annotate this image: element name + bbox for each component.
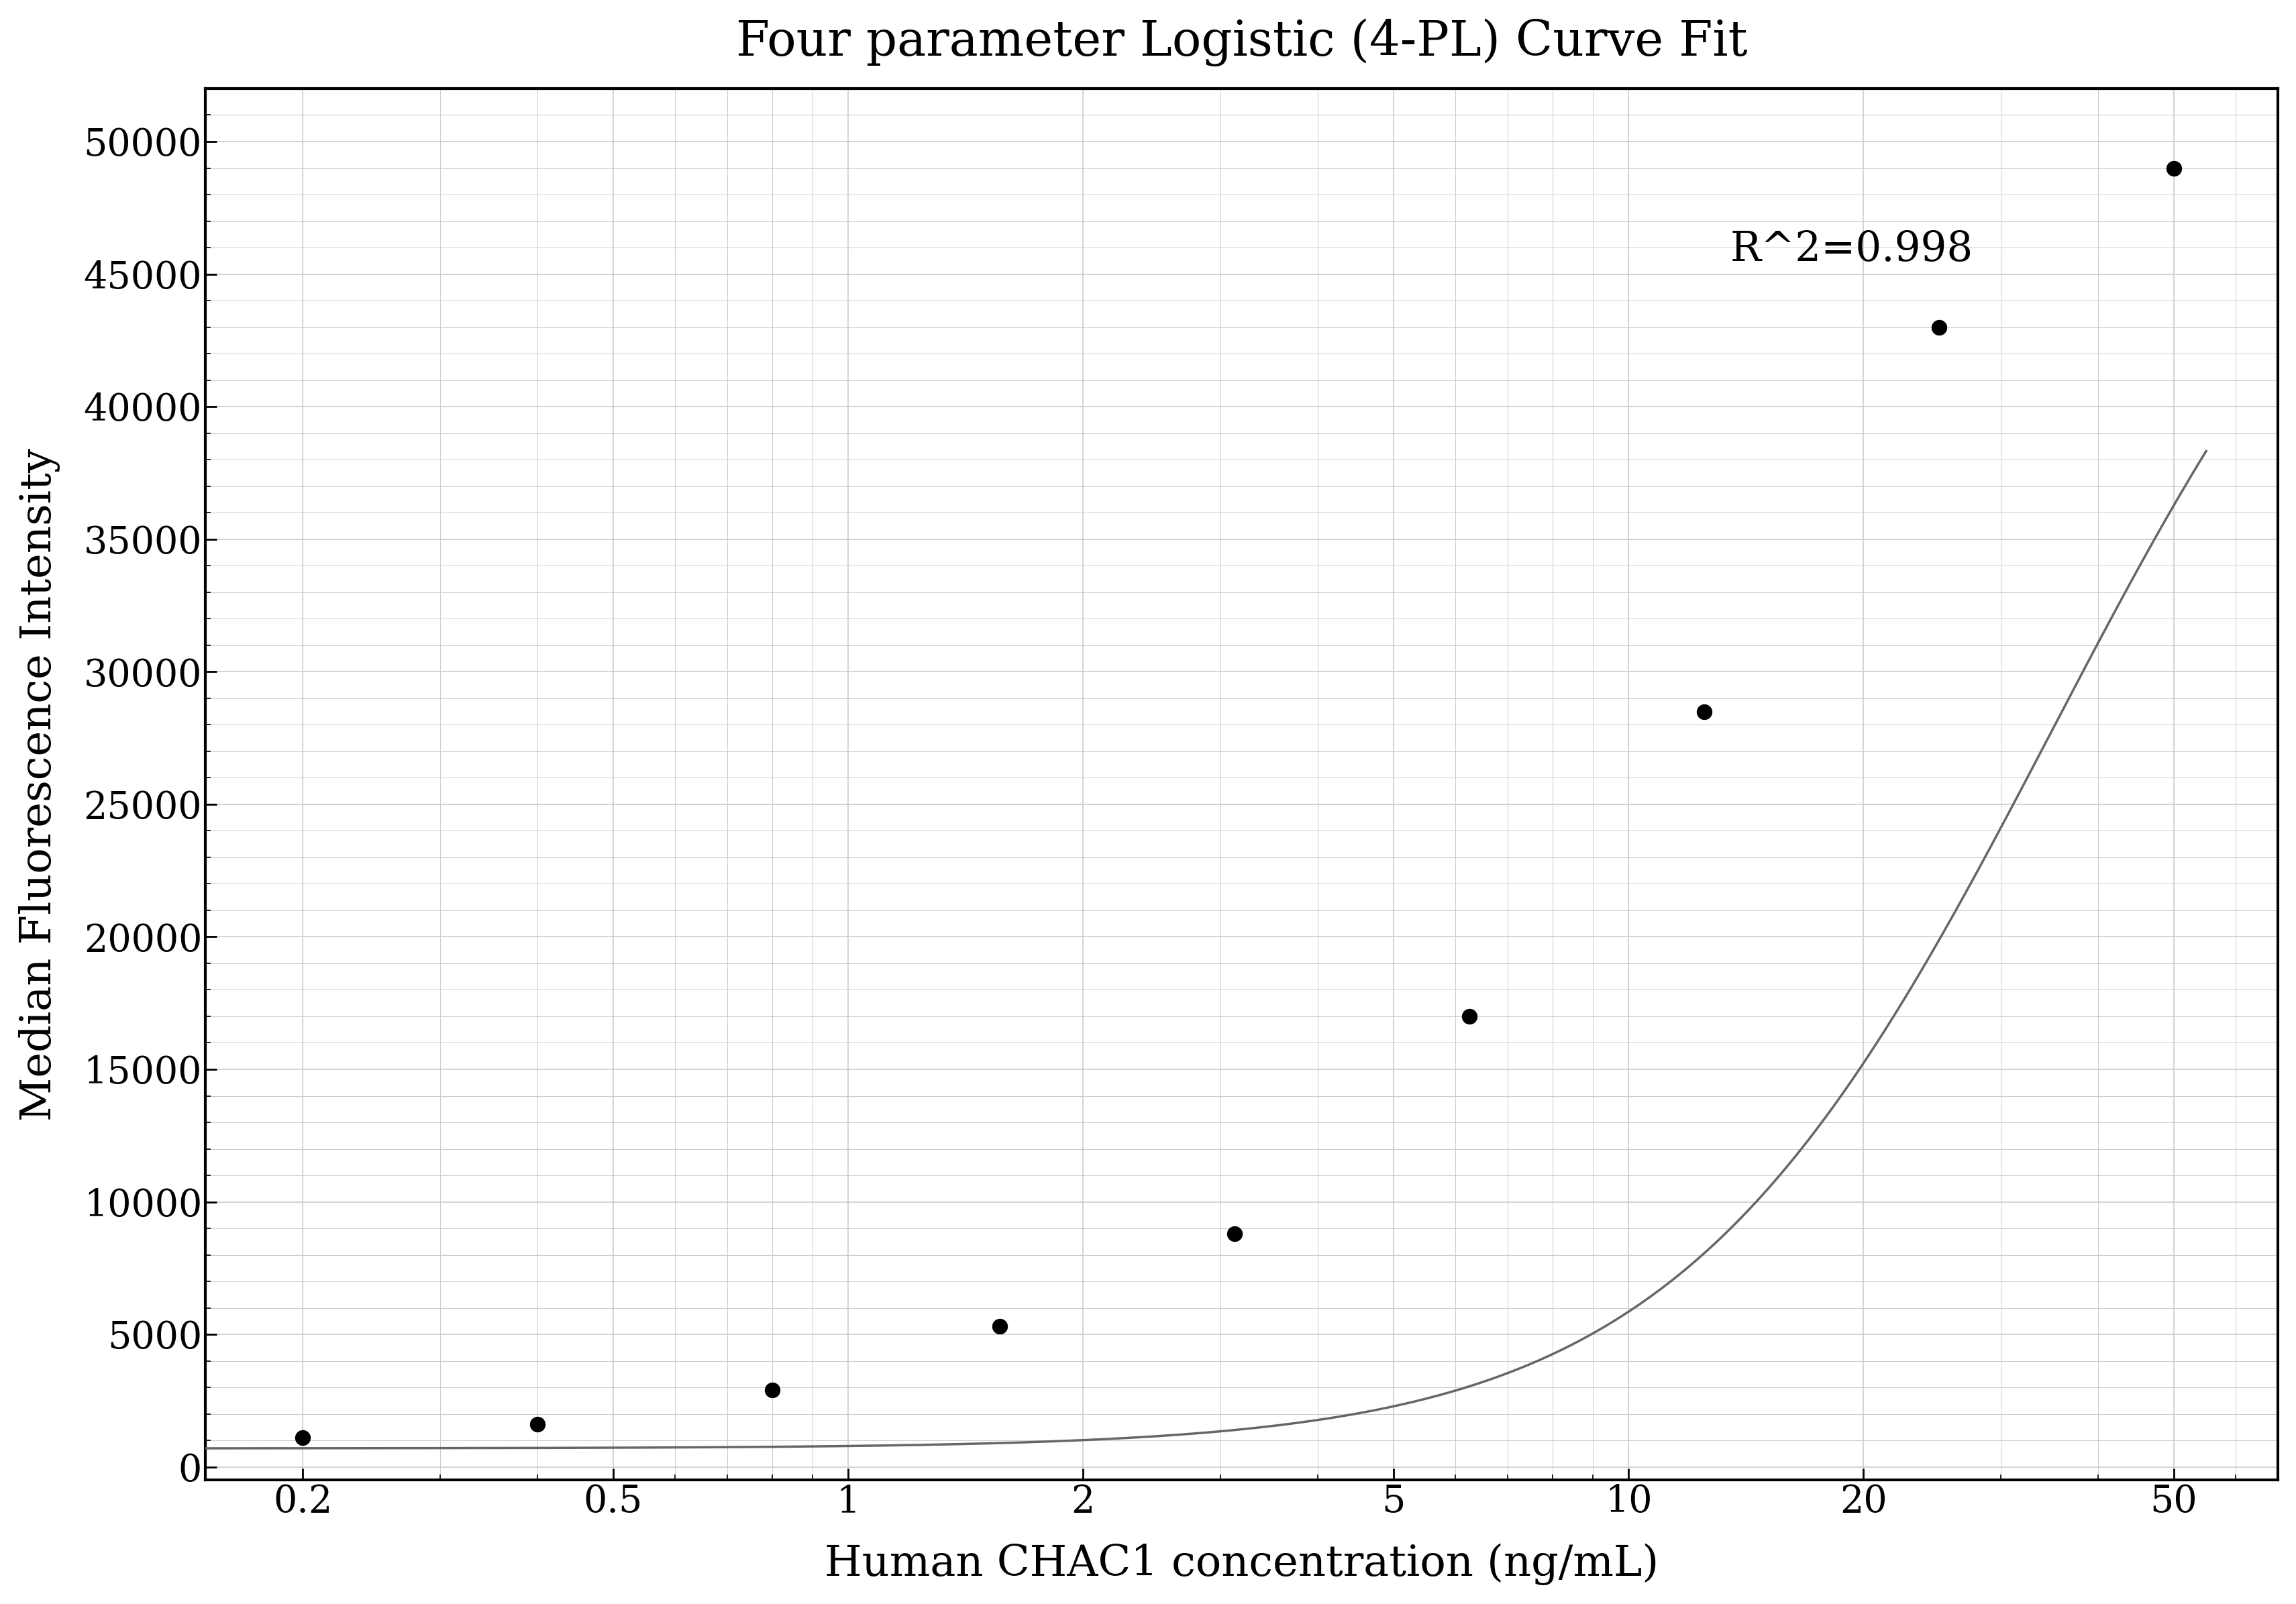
Point: [980, 1314, 1017, 1339]
Point: [753, 1378, 790, 1404]
Point: [1451, 1004, 1488, 1030]
Point: [1215, 1221, 1251, 1246]
Point: [2156, 156, 2193, 181]
Text: R^2=0.998: R^2=0.998: [1729, 229, 1972, 269]
Title: Four parameter Logistic (4-PL) Curve Fit: Four parameter Logistic (4-PL) Curve Fit: [735, 19, 1747, 67]
Point: [1919, 314, 1956, 340]
Point: [285, 1424, 321, 1450]
Point: [519, 1412, 556, 1437]
X-axis label: Human CHAC1 concentration (ng/mL): Human CHAC1 concentration (ng/mL): [824, 1543, 1658, 1585]
Point: [1685, 699, 1722, 725]
Y-axis label: Median Fluorescence Intensity: Median Fluorescence Intensity: [18, 448, 60, 1121]
